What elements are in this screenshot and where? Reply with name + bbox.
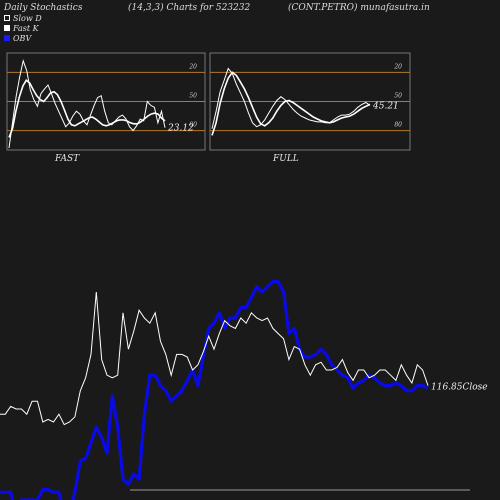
tick-label-20: 20 [188, 63, 197, 70]
legend-label-obv: OBV [13, 33, 32, 43]
price-obv-panel: 116.85Close [0, 280, 488, 500]
last-value-label: 23.12 [167, 124, 194, 134]
series-line-slow-d [8, 78, 166, 138]
legend-item-fast-k: Fast K [4, 23, 42, 33]
panel-label-full: FULL [272, 154, 299, 164]
tick-label-20: 20 [393, 63, 402, 70]
series-line-fast-k [211, 67, 371, 129]
stochastic-panel-fast: 80 50 20 23.12 FAST [6, 52, 206, 164]
tick-label-50: 50 [189, 93, 197, 100]
panel-label-fast: FAST [54, 154, 80, 164]
stochastic-panel-full: 80 50 20 45.21 FULL [209, 52, 411, 164]
last-value-label: 45.21 [372, 101, 399, 111]
tick-label-50: 50 [394, 93, 402, 100]
chart-title-left: Daily Stochastics [4, 3, 83, 13]
series-line-fast-k [8, 58, 166, 149]
close-value-label: 116.85Close [431, 383, 488, 393]
chart-title-mid: (14,3,3) Charts for 523232 [128, 3, 251, 13]
chart-title-right: (CONT.PETRO) munafasutra.in [288, 3, 430, 13]
legend-label-slow-d: Slow D [13, 13, 42, 23]
legend-item-slow-d: Slow D [4, 13, 42, 23]
fast-k-swatch-icon [4, 25, 10, 31]
series-line-slow-d [211, 71, 371, 136]
legend-label-fast-k: Fast K [13, 23, 39, 33]
obv-line [0, 280, 429, 500]
slow-d-swatch-icon [4, 15, 10, 21]
legend: Slow D Fast K OBV [4, 13, 42, 43]
tick-label-80: 80 [394, 122, 402, 129]
tick-label-80: 80 [189, 122, 197, 129]
legend-item-obv: OBV [4, 33, 42, 43]
obv-swatch-icon [4, 35, 10, 41]
close-price-line [0, 291, 429, 426]
